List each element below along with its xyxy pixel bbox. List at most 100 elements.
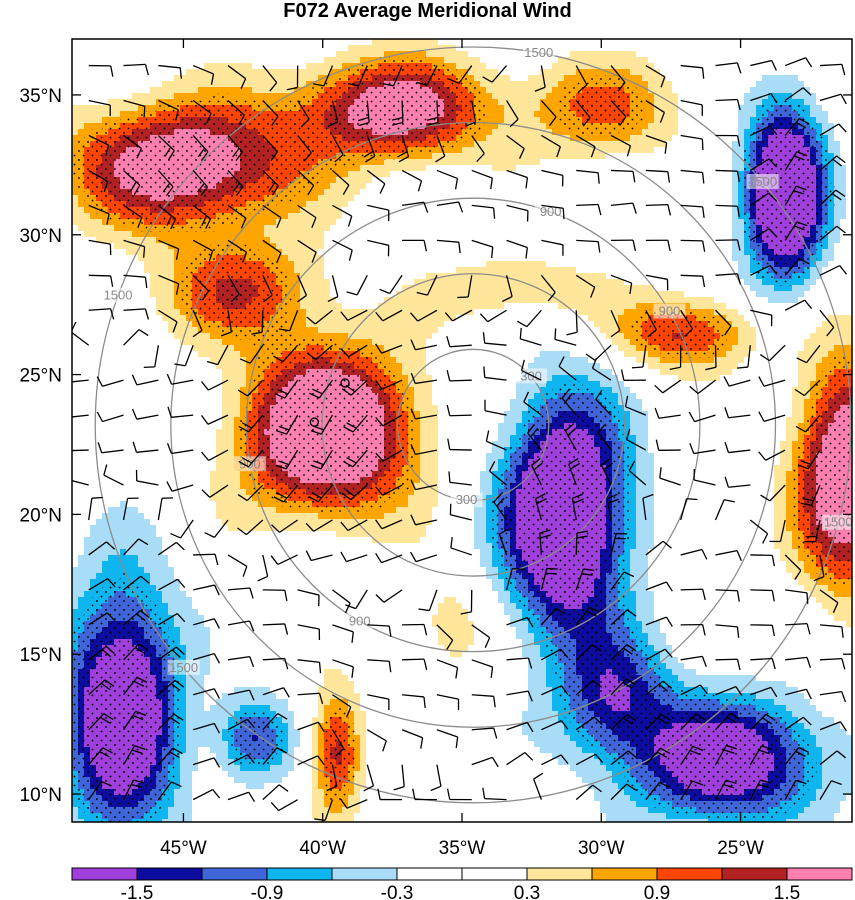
field-cell xyxy=(318,63,325,70)
field-cell xyxy=(336,261,343,268)
field-cell xyxy=(696,207,703,214)
field-cell xyxy=(570,159,577,166)
field-cell xyxy=(714,123,721,130)
field-cell xyxy=(90,267,97,274)
field-cell xyxy=(570,183,577,190)
field-cell xyxy=(756,75,763,82)
field-cell xyxy=(606,39,613,46)
field-cell xyxy=(396,39,403,46)
field-cell xyxy=(492,39,499,46)
field-cell xyxy=(198,81,205,88)
field-cell xyxy=(132,111,139,118)
field-cell xyxy=(102,111,109,118)
field-cell xyxy=(180,255,187,262)
field-cell xyxy=(540,189,547,196)
field-cell xyxy=(438,255,445,262)
field-cell xyxy=(846,111,852,118)
field-cell xyxy=(462,159,469,166)
field-cell xyxy=(822,99,829,106)
field-cell xyxy=(660,69,667,76)
field-cell xyxy=(96,255,103,262)
field-cell xyxy=(486,111,493,118)
field-cell xyxy=(828,105,835,112)
field-cell xyxy=(522,255,529,262)
field-cell xyxy=(564,81,571,88)
field-cell xyxy=(600,207,607,214)
field-cell xyxy=(462,171,469,178)
field-cell xyxy=(360,201,367,208)
field-cell xyxy=(474,51,481,58)
field-cell xyxy=(702,147,709,154)
field-cell xyxy=(744,237,751,244)
field-cell xyxy=(840,87,847,94)
field-cell xyxy=(534,81,541,88)
field-cell xyxy=(492,93,499,100)
field-cell xyxy=(186,243,193,250)
field-cell xyxy=(756,111,763,118)
field-cell xyxy=(402,177,409,184)
field-cell xyxy=(174,63,181,70)
field-cell xyxy=(186,249,193,256)
field-cell xyxy=(342,249,349,256)
field-cell xyxy=(456,231,463,238)
field-cell xyxy=(648,75,655,82)
field-cell xyxy=(528,159,535,166)
field-cell xyxy=(768,51,775,58)
field-cell xyxy=(672,117,679,124)
field-cell xyxy=(846,189,852,196)
field-cell xyxy=(564,255,571,262)
field-cell xyxy=(390,267,397,274)
field-cell xyxy=(732,141,739,148)
field-cell xyxy=(72,81,79,88)
field-cell xyxy=(534,123,541,130)
field-cell xyxy=(138,87,145,94)
field-cell xyxy=(834,189,841,196)
field-cell xyxy=(306,255,313,262)
field-cell xyxy=(132,99,139,106)
field-cell xyxy=(324,189,331,196)
field-cell xyxy=(240,63,247,70)
field-cell xyxy=(426,177,433,184)
field-cell xyxy=(600,69,607,76)
field-cell xyxy=(318,183,325,190)
field-cell xyxy=(162,249,169,256)
field-cell xyxy=(726,147,733,154)
field-cell xyxy=(744,57,751,64)
field-cell xyxy=(834,45,841,52)
field-cell xyxy=(582,135,589,142)
field-cell xyxy=(834,171,841,178)
field-cell xyxy=(612,153,619,160)
field-cell xyxy=(732,189,739,196)
field-cell xyxy=(570,129,577,136)
field-cell xyxy=(828,255,835,262)
field-cell xyxy=(186,39,193,46)
field-cell xyxy=(660,93,667,100)
field-cell xyxy=(480,123,487,130)
field-cell xyxy=(354,261,361,268)
field-cell xyxy=(180,231,187,238)
field-cell xyxy=(78,213,85,220)
field-cell xyxy=(264,57,271,64)
field-cell xyxy=(570,195,577,202)
field-cell xyxy=(420,153,427,160)
field-cell xyxy=(78,45,85,52)
field-cell xyxy=(588,51,595,58)
field-cell xyxy=(696,75,703,82)
field-cell xyxy=(318,201,325,208)
field-cell xyxy=(498,57,505,64)
field-cell xyxy=(72,111,79,118)
field-cell xyxy=(90,207,97,214)
field-cell xyxy=(150,261,157,268)
field-cell xyxy=(726,153,733,160)
field-cell xyxy=(648,93,655,100)
field-cell xyxy=(276,81,283,88)
field-cell xyxy=(804,93,811,100)
field-cell xyxy=(834,81,841,88)
field-cell xyxy=(564,129,571,136)
field-cell xyxy=(594,261,601,268)
field-cell xyxy=(216,51,223,58)
field-cell xyxy=(534,75,541,82)
field-cell xyxy=(510,165,517,172)
field-cell xyxy=(270,39,277,46)
field-cell xyxy=(84,213,91,220)
